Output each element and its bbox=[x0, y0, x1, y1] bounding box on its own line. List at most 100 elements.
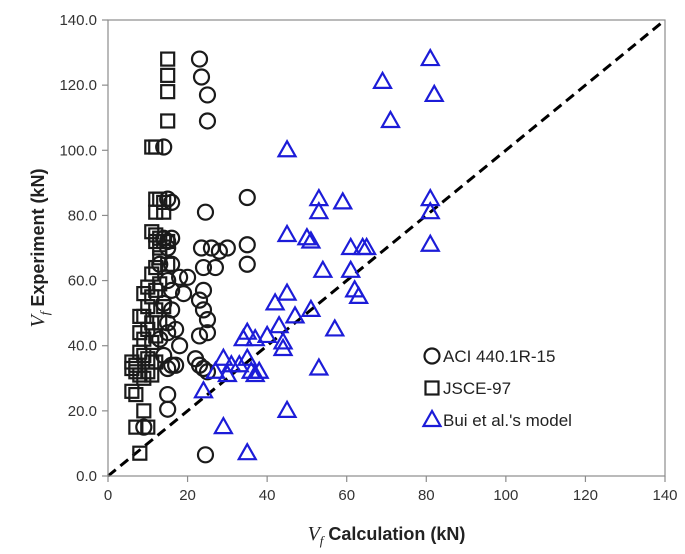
y-tick-label: 20.0 bbox=[68, 403, 97, 420]
triangle-point bbox=[276, 399, 298, 418]
circle-point bbox=[206, 258, 225, 277]
circle-point bbox=[190, 327, 209, 345]
square-point bbox=[136, 403, 152, 419]
x-tick-label: 0 bbox=[104, 487, 112, 504]
circle-point bbox=[194, 258, 213, 277]
circle-point bbox=[163, 193, 181, 211]
triangle-point bbox=[284, 305, 306, 324]
circle-point bbox=[171, 268, 189, 286]
triangle-point bbox=[244, 327, 266, 347]
x-tick-label: 60 bbox=[338, 487, 355, 504]
triangle-point bbox=[312, 259, 334, 278]
triangle-point bbox=[236, 441, 258, 461]
circle-point bbox=[167, 320, 185, 339]
square-point bbox=[156, 194, 172, 210]
circle-point bbox=[192, 68, 211, 86]
triangle-point bbox=[212, 415, 234, 435]
y-tick-label: 60.0 bbox=[68, 273, 97, 290]
triangle-point bbox=[308, 357, 330, 376]
square-point bbox=[140, 364, 156, 380]
triangle-point bbox=[248, 360, 270, 379]
triangle-point bbox=[340, 236, 362, 256]
circle-point bbox=[163, 229, 181, 247]
triangle-point bbox=[236, 347, 258, 366]
triangle-point bbox=[272, 337, 294, 357]
triangle-point bbox=[268, 314, 290, 334]
square-point bbox=[144, 334, 160, 351]
triangle-point bbox=[308, 200, 330, 220]
x-tick-label: 140 bbox=[652, 487, 677, 504]
y-tick-label: 120.0 bbox=[59, 77, 97, 94]
circle-point bbox=[171, 337, 189, 355]
circle-point bbox=[159, 400, 177, 418]
series-square bbox=[124, 51, 176, 461]
triangle-point bbox=[300, 298, 322, 317]
square-point bbox=[156, 204, 172, 220]
x-tick-label: 100 bbox=[493, 487, 518, 504]
square-point bbox=[160, 84, 176, 100]
triangle-point bbox=[324, 318, 346, 337]
circle-point bbox=[198, 112, 217, 130]
plot-frame bbox=[107, 19, 666, 477]
circle-point bbox=[198, 311, 217, 329]
circle-point bbox=[192, 239, 211, 257]
circle-point bbox=[178, 268, 197, 286]
triangle-point bbox=[340, 259, 362, 278]
square-point bbox=[148, 139, 164, 155]
triangle-point bbox=[372, 70, 393, 89]
square-point bbox=[148, 259, 164, 276]
square-point bbox=[160, 113, 176, 129]
triangle-point bbox=[296, 226, 318, 246]
y-axis-title: Vf Experiment (kN) bbox=[27, 169, 52, 328]
triangle-point bbox=[256, 324, 278, 344]
x-tick-label: 80 bbox=[418, 487, 435, 504]
circle-point bbox=[198, 363, 217, 381]
circle-point bbox=[194, 281, 213, 299]
triangle-point bbox=[193, 380, 214, 399]
triangle-point bbox=[332, 191, 354, 210]
triangle-point bbox=[205, 360, 226, 379]
y-tick-label: 140.0 bbox=[59, 12, 97, 29]
equality-reference-line bbox=[107, 18, 666, 478]
x-tick-label: 120 bbox=[573, 487, 598, 504]
triangle-point bbox=[264, 292, 286, 311]
triangle-point bbox=[216, 363, 238, 383]
triangle-point bbox=[244, 363, 266, 383]
square-point bbox=[156, 299, 172, 315]
circle-point bbox=[198, 86, 217, 104]
square-point bbox=[140, 299, 156, 315]
circle-point bbox=[198, 324, 217, 342]
circle-point bbox=[238, 255, 256, 273]
circle-point bbox=[190, 291, 209, 309]
triangle-point bbox=[419, 233, 441, 252]
square-point bbox=[152, 276, 168, 292]
circle-point bbox=[155, 138, 173, 156]
legend-label: JSCE-97 bbox=[443, 379, 511, 398]
x-tick-label: 20 bbox=[179, 487, 196, 504]
circle-point bbox=[196, 446, 215, 464]
legend-circle-marker bbox=[423, 347, 441, 365]
circle-point bbox=[210, 242, 228, 260]
circle-point bbox=[238, 188, 256, 207]
circle-point bbox=[190, 50, 209, 68]
circle-point bbox=[196, 203, 215, 221]
triangle-point bbox=[348, 285, 370, 304]
triangle-point bbox=[423, 83, 445, 103]
legend-triangle-marker bbox=[421, 408, 443, 428]
square-point bbox=[128, 386, 144, 403]
circle-point bbox=[159, 385, 177, 404]
triangle-point bbox=[212, 347, 234, 366]
square-point bbox=[124, 383, 140, 399]
series-triangle bbox=[193, 47, 445, 461]
triangle-point bbox=[232, 327, 254, 347]
triangle-point bbox=[300, 230, 322, 249]
square-point bbox=[132, 445, 148, 461]
square-point bbox=[160, 233, 176, 250]
square-point bbox=[144, 367, 160, 383]
triangle-point bbox=[272, 331, 294, 350]
y-tick-label: 100.0 bbox=[59, 142, 97, 159]
x-tick-label: 40 bbox=[259, 487, 276, 504]
triangle-point bbox=[356, 236, 377, 256]
